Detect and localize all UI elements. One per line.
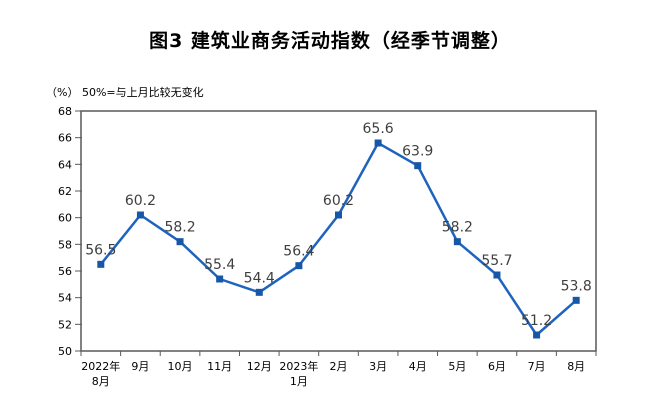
- x-axis-tick-label: 7月: [528, 360, 546, 373]
- data-point-marker: [176, 238, 184, 246]
- data-value-label: 51.2: [521, 313, 552, 329]
- data-value-label: 60.2: [323, 193, 354, 209]
- data-value-label: 56.4: [283, 244, 314, 260]
- x-axis-tick-label: 6月: [488, 360, 506, 373]
- y-axis-tick-label: 52: [58, 318, 72, 331]
- y-axis-tick-label: 50: [58, 345, 72, 358]
- data-point-marker: [453, 238, 461, 246]
- data-point-marker: [216, 275, 224, 283]
- chart-title: 图3 建筑业商务活动指数（经季节调整）: [149, 30, 511, 52]
- y-axis-tick-label: 66: [58, 132, 72, 145]
- data-point-marker: [414, 162, 422, 170]
- x-axis-tick-label: 10月: [168, 360, 193, 373]
- data-value-label: 54.4: [244, 270, 275, 286]
- data-value-label: 63.9: [402, 144, 433, 160]
- x-axis-tick-label: 2月: [330, 360, 348, 373]
- plot-border: [80, 110, 597, 352]
- data-point-marker: [97, 260, 105, 268]
- y-axis-tick-label: 58: [58, 238, 72, 251]
- x-axis-tick-label: 9月: [131, 360, 149, 373]
- y-axis-tick-label: 62: [58, 185, 72, 198]
- y-axis-tick-label: 56: [58, 265, 72, 278]
- y-axis-tick-label: 68: [58, 105, 72, 118]
- data-value-label: 56.5: [85, 242, 116, 258]
- y-axis-tick-label: 60: [58, 212, 72, 225]
- y-axis-unit-note: （%） 50%=与上月比较无变化: [46, 86, 204, 99]
- data-point-marker: [136, 211, 144, 219]
- data-value-label: 65.6: [363, 121, 394, 137]
- data-value-label: 60.2: [125, 193, 156, 209]
- data-point-marker: [533, 331, 541, 339]
- x-axis-tick-label: 2023年: [279, 359, 318, 373]
- x-axis-tick-label: 3月: [369, 360, 387, 373]
- data-point-marker: [335, 211, 342, 219]
- y-axis-tick-label: 54: [58, 292, 72, 305]
- data-point-marker: [493, 271, 501, 279]
- data-point-marker: [255, 288, 263, 296]
- data-value-label: 58.2: [442, 220, 473, 236]
- x-axis-tick-label: 8月: [92, 375, 110, 388]
- x-axis-tick-label: 1月: [290, 375, 308, 388]
- x-axis-tick-label: 12月: [247, 360, 272, 373]
- data-point-marker: [295, 262, 303, 270]
- data-value-label: 55.4: [204, 257, 235, 273]
- data-point-marker: [374, 139, 382, 147]
- x-axis-tick-label: 11月: [207, 360, 232, 373]
- data-point-marker: [572, 296, 580, 304]
- data-value-label: 55.7: [481, 253, 512, 269]
- x-axis-tick-label: 5月: [448, 360, 466, 373]
- data-value-label: 58.2: [164, 220, 195, 236]
- x-axis-tick-label: 4月: [409, 360, 427, 373]
- x-axis-tick-label: 8月: [567, 360, 585, 373]
- x-axis-tick-label: 2022年: [81, 359, 120, 373]
- y-axis-tick-label: 64: [58, 158, 72, 171]
- data-value-label: 53.8: [561, 278, 592, 294]
- chart-line-construction-index: [99, 141, 578, 337]
